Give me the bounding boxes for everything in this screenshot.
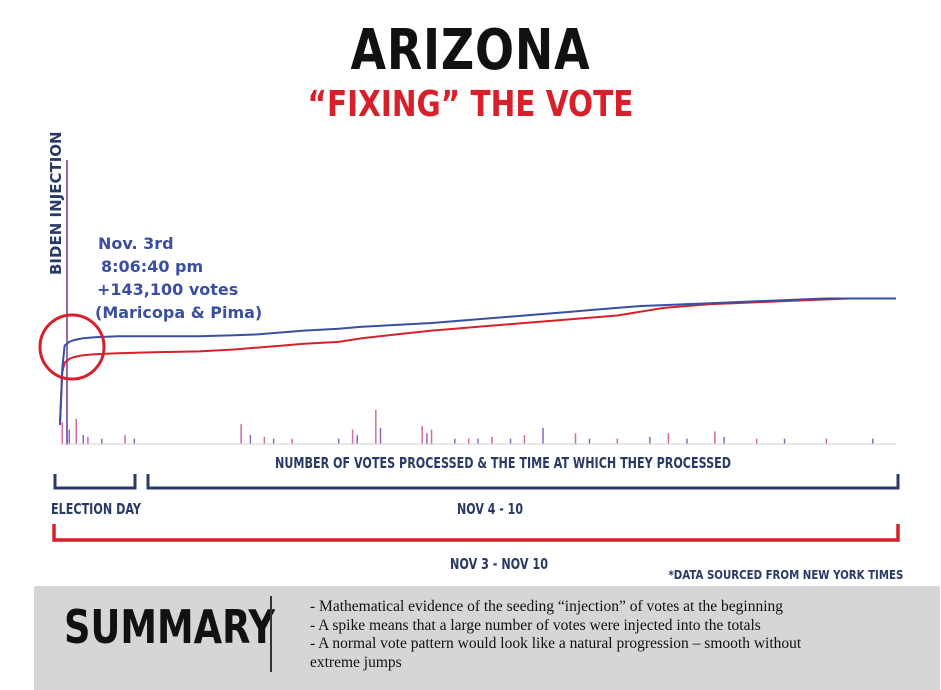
summary-title: SUMMARY	[64, 600, 276, 654]
election-day-bracket	[53, 474, 137, 490]
annotation-date: Nov. 3rd	[98, 234, 174, 253]
summary-box: SUMMARY - Mathematical evidence of the s…	[34, 586, 940, 690]
page-subtitle: “FIXING” THE VOTE	[307, 84, 634, 125]
nov3-10-label: NOV 3 - NOV 10	[450, 555, 548, 573]
vote-spikes	[61, 409, 874, 444]
summary-text: - Mathematical evidence of the seeding “…	[310, 598, 910, 672]
nov3-10-bracket	[52, 524, 900, 542]
nov4-10-label: NOV 4 - 10	[457, 500, 523, 518]
x-axis-label: NUMBER OF VOTES PROCESSED & THE TIME AT …	[275, 454, 731, 472]
page-title: ARIZONA	[350, 18, 591, 83]
annotation-time: 8:06:40 pm	[101, 257, 203, 276]
vote-lines	[59, 297, 896, 426]
election-day-label: ELECTION DAY	[51, 500, 142, 518]
annotation-votes: +143,100 votes	[97, 280, 238, 299]
summary-line: - A spike means that a large number of v…	[310, 616, 761, 634]
summary-divider	[270, 596, 272, 672]
series-line-biden	[59, 297, 896, 426]
injection-label: BIDEN INJECTION	[47, 131, 65, 275]
summary-line: - A normal vote pattern would look like …	[310, 635, 802, 652]
summary-line: - Mathematical evidence of the seeding “…	[310, 598, 784, 615]
source-note: *DATA SOURCED FROM NEW YORK TIMES	[668, 568, 903, 582]
summary-line: extreme jumps	[310, 653, 402, 671]
nov4-10-bracket	[146, 474, 900, 490]
annotation-counties: (Maricopa & Pima)	[95, 303, 262, 322]
injection-highlight-circle	[38, 313, 106, 381]
